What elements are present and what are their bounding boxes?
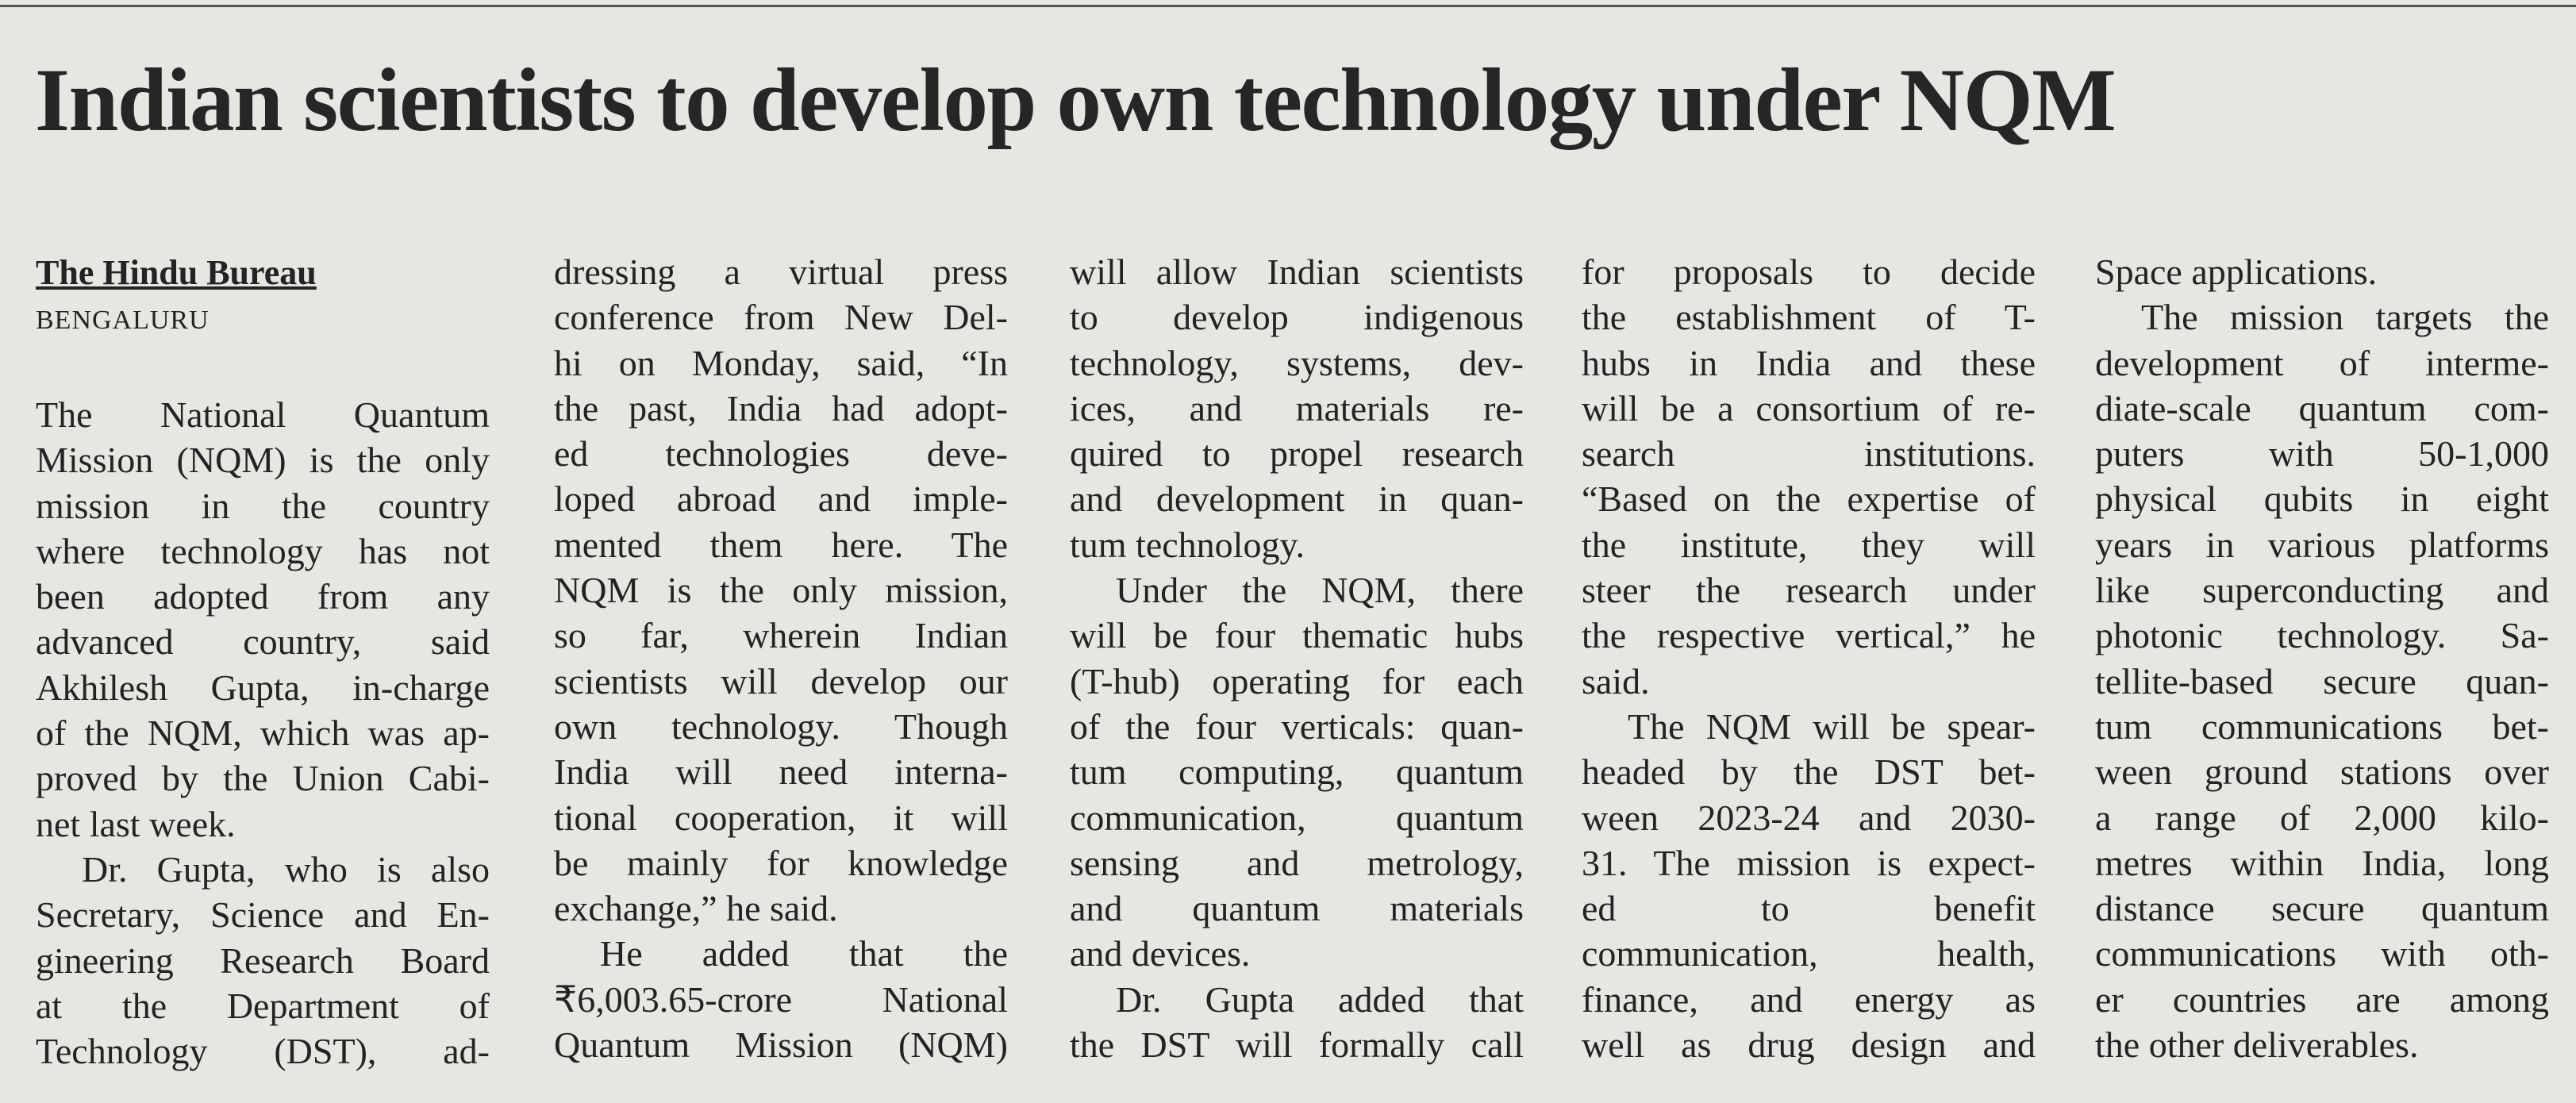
text-line: Dr. Gupta, who is also: [82, 848, 490, 890]
text-line: NQM is the only mission,: [554, 570, 1008, 611]
text-line: own technology. Though: [554, 705, 1008, 747]
text-line: ed to benefit: [1582, 888, 2036, 929]
text-line: so far, wherein Indian: [554, 615, 1008, 656]
text-line: (T-hub) operating for each: [1070, 660, 1524, 701]
text-line: metres within India, long: [2095, 842, 2549, 883]
text-line: well as drug design and: [1582, 1024, 2036, 1066]
text-line: will be four thematic hubs: [1070, 615, 1524, 656]
top-rule: [0, 5, 2576, 7]
text-line: The NQM will be spear-: [1628, 705, 2036, 747]
text-line: like superconducting and: [2095, 570, 2549, 611]
text-line: where technology has not: [36, 530, 490, 571]
text-line: search institutions.: [1582, 433, 2036, 475]
text-line: to develop indigenous: [1070, 297, 1524, 338]
text-line: tellite-based secure quan-: [2095, 660, 2549, 701]
column: Space applications. The mission targets t…: [2095, 249, 2549, 1067]
text-line: at the Department of: [36, 985, 490, 1026]
text-line: the establishment of T-: [1582, 297, 2036, 338]
text-line: development of interme-: [2095, 342, 2549, 383]
text-line: quired to propel research: [1070, 433, 1524, 475]
text-line: a range of 2,000 kilo-: [2095, 797, 2549, 838]
text-line: ed technologies deve-: [554, 433, 1008, 475]
text-line: ices, and materials re-: [1070, 387, 1524, 429]
text-line: mented them here. The: [554, 524, 1008, 565]
text-line: for proposals to decide: [1582, 252, 2036, 292]
text-line: exchange,” he said.: [554, 888, 838, 929]
text-line: the respective vertical,” he: [1582, 615, 2036, 656]
text-line: steer the research under: [1582, 570, 2036, 611]
text-line: tional cooperation, it will: [554, 797, 1008, 838]
text-line: finance, and energy as: [1582, 978, 2036, 1020]
text-line: years in various platforms: [2095, 524, 2549, 565]
text-line: communications with oth-: [2095, 933, 2549, 974]
text-line: The mission targets the: [2141, 297, 2549, 338]
text-line: sensing and metrology,: [1070, 842, 1524, 883]
column: The Hindu Bureau BENGALURU The National …: [36, 249, 490, 1074]
byline: The Hindu Bureau: [36, 253, 317, 292]
text-line: communication, quantum: [1070, 797, 1524, 838]
text-line: India will need interna-: [554, 751, 1008, 793]
text-line: the DST will formally call: [1070, 1024, 1524, 1066]
text-line: of the four verticals: quan-: [1070, 705, 1524, 747]
text-line: distance secure quantum: [2095, 888, 2549, 929]
byline-block: The Hindu Bureau BENGALURU: [36, 249, 490, 392]
text-line: er countries are among: [2095, 978, 2549, 1020]
text-line: will be a consortium of re-: [1582, 387, 2036, 429]
text-line: ween ground stations over: [2095, 751, 2549, 793]
text-line: Under the NQM, there: [1116, 570, 1524, 611]
text-line: advanced country, said: [36, 621, 490, 663]
text-line: will allow Indian scientists: [1070, 252, 1524, 292]
text-line: Quantum Mission (NQM): [554, 1024, 1008, 1066]
text-line: He added that the: [600, 933, 1008, 974]
text-line: said.: [1582, 660, 1650, 701]
text-line: Technology (DST), ad-: [36, 1031, 490, 1072]
text-line: been adopted from any: [36, 576, 490, 617]
text-line: of the NQM, which was ap-: [36, 713, 490, 754]
text-line: Mission (NQM) is the only: [36, 440, 490, 481]
text-line: tum computing, quantum: [1070, 751, 1524, 793]
text-line: loped abroad and imple-: [554, 478, 1008, 520]
column: dressing a virtual press conference from …: [554, 249, 1008, 1067]
text-line: scientists will develop our: [554, 660, 1008, 701]
text-line: tum technology.: [1070, 524, 1305, 565]
text-line: and development in quan-: [1070, 478, 1524, 520]
text-line: Secretary, Science and En-: [36, 894, 490, 936]
text-line: tum communications bet-: [2095, 705, 2549, 747]
text-line: communication, health,: [1582, 933, 2036, 974]
text-line: physical qubits in eight: [2095, 478, 2549, 520]
text-line: hubs in India and these: [1582, 342, 2036, 383]
text-line: ween 2023-24 and 2030-: [1582, 797, 2036, 838]
text-line: photonic technology. Sa-: [2095, 615, 2549, 656]
text-line: “Based on the expertise of: [1582, 478, 2036, 520]
text-line: and devices.: [1070, 933, 1251, 974]
text-line: headed by the DST bet-: [1582, 751, 2036, 793]
text-line: proved by the Union Cabi-: [36, 758, 490, 799]
text-line: technology, systems, dev-: [1070, 342, 1524, 383]
text-line: 31. The mission is expect-: [1582, 842, 2036, 883]
text-line: diate-scale quantum com-: [2095, 387, 2549, 429]
text-line: Dr. Gupta added that: [1116, 978, 1524, 1020]
text-line: net last week.: [36, 803, 236, 844]
text-line: mission in the country: [36, 485, 490, 526]
text-line: puters with 50-1,000: [2095, 433, 2549, 475]
text-line: The National Quantum: [36, 394, 490, 435]
text-line: Space applications.: [2095, 252, 2378, 292]
column: for proposals to decide the establishment…: [1582, 249, 2036, 1067]
headline: Indian scientists to develop own technol…: [35, 51, 2117, 150]
text-line: Akhilesh Gupta, in-charge: [36, 667, 490, 708]
column: will allow Indian scientists to develop i…: [1070, 249, 1524, 1067]
text-line: the other deliverables.: [2095, 1024, 2419, 1066]
text-line: and quantum materials: [1070, 888, 1524, 929]
text-line: dressing a virtual press: [554, 252, 1008, 292]
text-line: ₹6,003.65-crore National: [554, 978, 1008, 1020]
text-line: conference from New Del-: [554, 297, 1008, 338]
text-line: hi on Monday, said, “In: [554, 342, 1008, 383]
text-line: be mainly for knowledge: [554, 842, 1008, 883]
text-line: the institute, they will: [1582, 524, 2036, 565]
text-line: the past, India had adopt-: [554, 387, 1008, 429]
dateline: BENGALURU: [36, 306, 210, 335]
text-line: gineering Research Board: [36, 940, 490, 981]
